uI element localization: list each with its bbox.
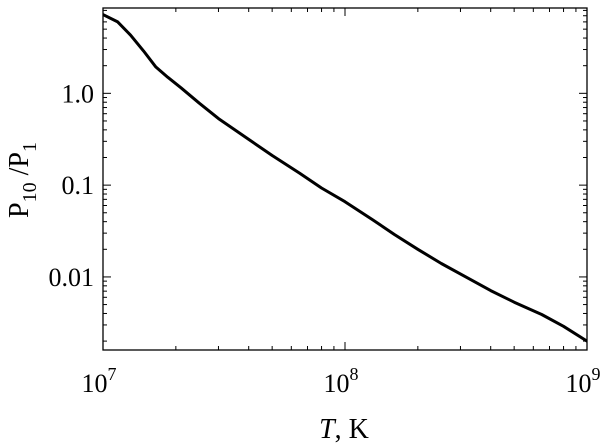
x-tick-label-exponent: 7 — [108, 364, 117, 384]
y-axis-title: P10 /P1 — [4, 142, 41, 218]
y-axis-title-group: P10 /P1 — [4, 142, 41, 218]
plot-frame — [102, 7, 588, 351]
x-tick-label-base: 10 — [324, 369, 350, 398]
x-tick-label-exponent: 8 — [350, 364, 359, 384]
x-axis-title: T, K — [319, 414, 369, 444]
y-tick-label: 1.0 — [62, 79, 95, 108]
y-tick-label: 0.01 — [49, 263, 95, 292]
x-tick-label-exponent: 9 — [592, 364, 600, 384]
y-axis-title-p1: P — [4, 202, 35, 218]
x-tick-label: 108 — [324, 364, 359, 398]
y-axis-title-sub1: 10 — [19, 182, 41, 202]
x-tick-label-base: 10 — [566, 369, 592, 398]
y-tick-label: 0.1 — [62, 171, 95, 200]
x-tick-label: 107 — [82, 364, 117, 398]
x-tick-label-base: 10 — [82, 369, 108, 398]
axes — [102, 7, 588, 351]
y-axis-title-slash: /P — [4, 152, 35, 182]
x-tick-label: 109 — [566, 364, 600, 398]
x-axis-title-variable: T — [319, 414, 337, 444]
series-line — [103, 13, 587, 343]
y-axis-title-sub2: 1 — [19, 142, 41, 152]
x-axis-title-unit: , K — [335, 414, 369, 444]
series-layer — [103, 13, 587, 343]
